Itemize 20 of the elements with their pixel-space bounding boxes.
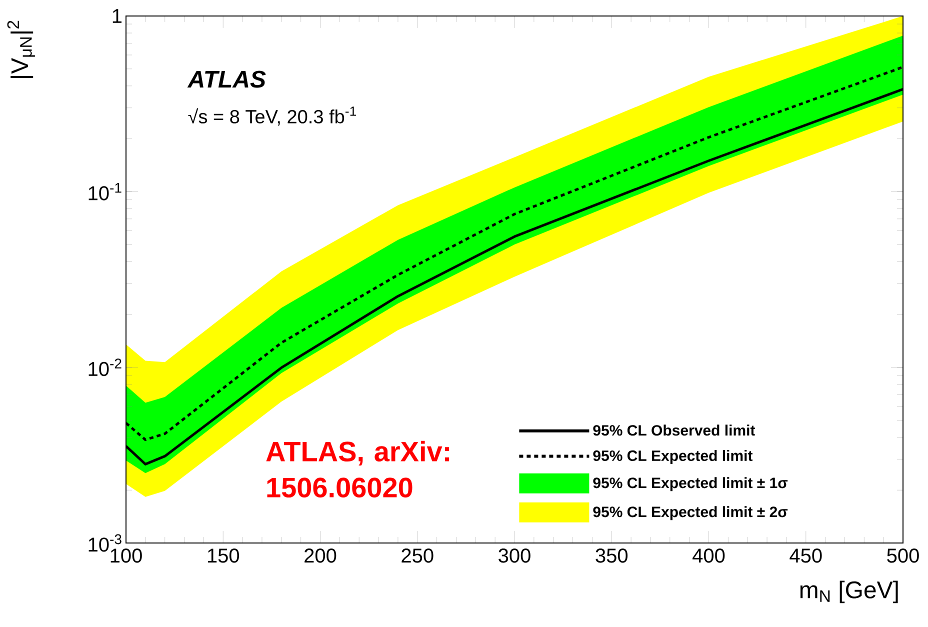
- x-tick-label: 400: [692, 548, 725, 563]
- legend-label: 95% CL Expected limit: [593, 450, 753, 464]
- x-tick-label: 150: [208, 548, 240, 563]
- x-tick-label: 250: [402, 548, 434, 563]
- y-axis-title: |V$_{μN}$|$^{2}$: [7, 20, 35, 78]
- legend-label: 95% CL Expected limit ± 2σ: [593, 506, 788, 520]
- y-tick-label: 10$^{-2}$: [88, 358, 122, 376]
- x-tick-label: 300: [498, 548, 530, 563]
- annotation: √s = 8 TeV, 20.3 fb$^{-1}$: [188, 106, 356, 126]
- annotation: ATLAS, arXiv: 1506.06020: [266, 440, 449, 498]
- x-tick-label: 350: [596, 548, 628, 563]
- x-tick-label: 200: [304, 548, 336, 563]
- legend-label: 95% CL Observed limit: [593, 424, 756, 436]
- annotation: ATLAS: [187, 70, 266, 88]
- legend-label: 95% CL Expected limit ± 1σ: [593, 477, 788, 492]
- y-tick-label: 10$^{-1}$: [88, 183, 122, 200]
- y-tick-label: 1: [112, 9, 122, 23]
- x-tick-label: 500: [887, 548, 919, 563]
- x-axis-title: m$_{N}$ [GeV]: [800, 580, 898, 604]
- x-tick-label: 450: [790, 548, 822, 563]
